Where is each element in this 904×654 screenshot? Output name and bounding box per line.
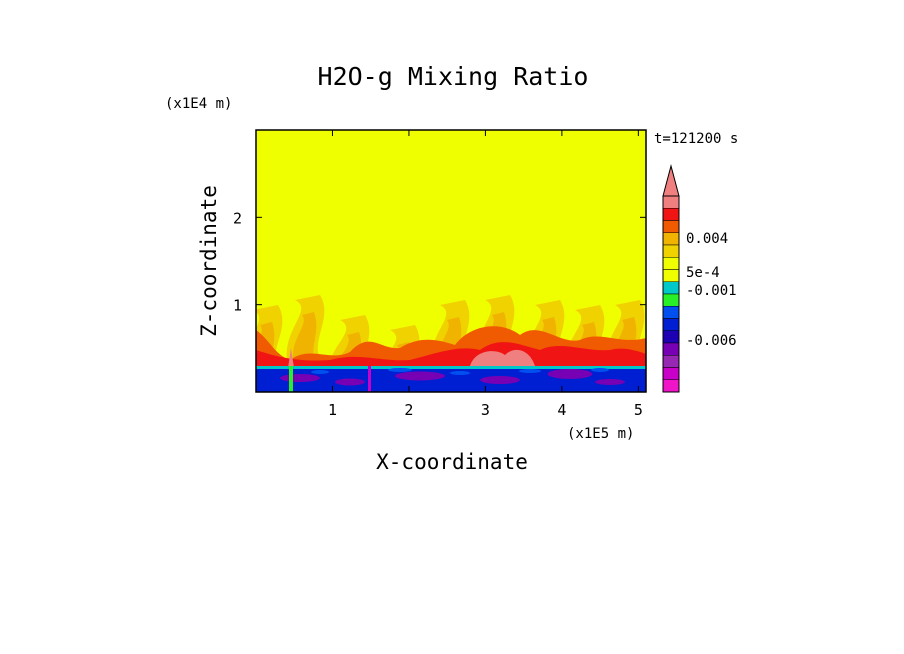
colorbar-swatch	[662, 342, 680, 356]
colorbar-swatch	[662, 244, 680, 258]
x-tick-label: 3	[481, 401, 490, 419]
band-pink	[470, 349, 535, 366]
colorbar-extend-arrow	[662, 164, 680, 197]
layer-magenta-streak	[368, 366, 371, 392]
layer-purple	[595, 379, 625, 385]
spike-pink	[288, 348, 294, 368]
colorbar-swatch	[662, 318, 680, 331]
layer-purple	[335, 378, 365, 386]
colorbar-swatch	[662, 220, 680, 233]
y-tick-label: 1	[233, 297, 242, 315]
layer-lightblue	[591, 368, 609, 372]
x-tick-label: 2	[404, 401, 413, 419]
layer-lightblue	[388, 368, 412, 372]
x-axis-label: X-coordinate	[376, 450, 528, 474]
colorbar-swatch	[662, 281, 680, 295]
colorbar-label: -0.006	[686, 333, 737, 349]
colorbar-swatch	[662, 232, 680, 246]
x-tick-label: 4	[557, 401, 566, 419]
y-scale-label: (x1E4 m)	[165, 96, 232, 112]
colorbar-swatch	[662, 195, 680, 209]
colorbar-swatch	[662, 355, 680, 368]
layer-purple	[480, 376, 520, 384]
band-red	[256, 342, 646, 368]
layer-lightblue	[519, 369, 541, 373]
colorbar-swatch	[662, 257, 680, 270]
colorbar-swatch	[662, 330, 680, 344]
colorbar-label: 0.004	[686, 231, 728, 247]
x-tick-label: 5	[634, 401, 643, 419]
colorbar: 0.004 5e-4 -0.001 -0.006	[662, 164, 737, 393]
time-label: t=121200 s	[654, 131, 738, 147]
colorbar-frame	[662, 195, 680, 393]
x-scale-label: (x1E5 m)	[567, 426, 634, 442]
layer-purple	[395, 371, 445, 381]
plot-area	[255, 129, 647, 393]
colorbar-swatch	[662, 293, 680, 307]
colorbar-swatch	[662, 269, 680, 282]
colorbar-swatch	[662, 379, 680, 393]
colorbar-swatch	[662, 367, 680, 380]
colorbar-swatch	[662, 208, 680, 221]
layer-purple	[280, 374, 320, 382]
layer-lightblue	[311, 370, 329, 374]
colorbar-label: 5e-4	[686, 265, 720, 281]
x-tick-label: 1	[328, 401, 337, 419]
layer-lightblue	[450, 371, 470, 375]
colorbar-label: -0.001	[686, 283, 737, 299]
axis-ticks: 1 2 3 4 5 1 2	[233, 130, 646, 419]
y-tick-label: 2	[233, 209, 242, 227]
layer-green-streak	[289, 366, 293, 392]
colorbar-swatch	[662, 306, 680, 319]
layer-cyan	[256, 366, 646, 369]
plume-mid	[292, 312, 318, 365]
y-axis-label: Z-coordinate	[197, 185, 221, 337]
layer-purple	[547, 369, 593, 379]
contour-field	[256, 130, 646, 392]
chart-title: H2O-g Mixing Ratio	[318, 62, 589, 91]
plot-frame	[255, 129, 647, 393]
